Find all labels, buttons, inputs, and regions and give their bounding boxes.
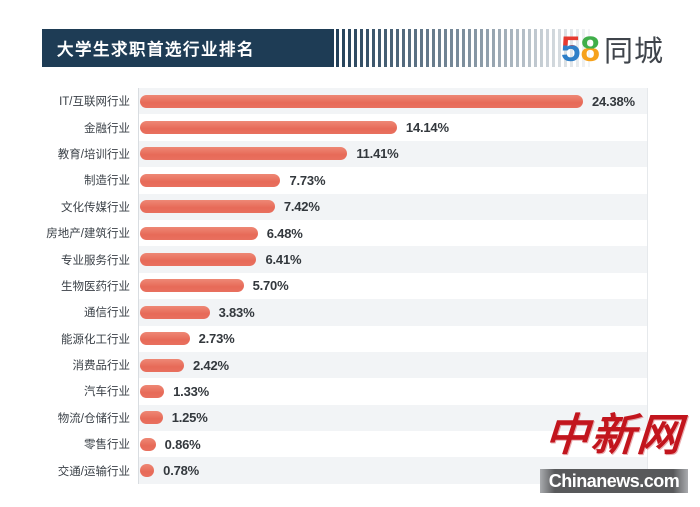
plot-area: 11.41% <box>138 140 648 168</box>
bar <box>140 305 210 319</box>
bar <box>140 200 275 214</box>
plot-area: 24.38% <box>138 88 648 115</box>
plot-area: 1.33% <box>138 378 648 405</box>
industry-bar-chart: IT/互联网行业 24.38% 金融行业 14.14% 教育/培训行业 11.41% 制造行… <box>42 88 648 484</box>
bar <box>140 226 258 240</box>
header-stripe-decoration <box>330 29 590 67</box>
bar <box>140 332 190 346</box>
bar <box>140 121 397 135</box>
bar <box>140 279 244 293</box>
category-label: 生物医药行业 <box>61 280 130 293</box>
plot-area: 7.73% <box>138 167 648 194</box>
watermark-chinanews-url: Chinanews.com <box>540 469 688 493</box>
value-label: 2.73% <box>198 331 235 347</box>
bar-row: 物流/仓储行业 1.25% <box>42 404 648 432</box>
bar <box>140 384 165 398</box>
plot-area: 5.70% <box>138 272 648 300</box>
category-label: 交通/运输行业 <box>57 465 130 478</box>
bar-row: 制造行业 7.73% <box>42 167 648 194</box>
plot-area: 6.48% <box>138 219 648 247</box>
bar <box>140 94 583 108</box>
value-label: 7.73% <box>289 172 326 188</box>
bar <box>140 437 156 451</box>
logo-brand-name: 同城 <box>603 36 664 68</box>
value-label: 11.41% <box>356 146 399 162</box>
plot-area: 3.83% <box>138 299 648 326</box>
bar <box>140 464 155 478</box>
value-label: 7.42% <box>283 199 320 215</box>
bar-row: IT/互联网行业 24.38% <box>42 88 648 115</box>
category-label: 专业服务行业 <box>61 254 130 267</box>
value-label: 3.83% <box>218 304 255 320</box>
logo-digit-5-icon: 5 <box>561 29 581 69</box>
category-label: 物流/仓储行业 <box>57 412 130 425</box>
value-label: 0.86% <box>164 436 201 452</box>
value-label: 5.70% <box>252 278 289 294</box>
bar-row: 文化传媒行业 7.42% <box>42 193 648 220</box>
bar-row: 教育/培训行业 11.41% <box>42 140 648 168</box>
header-title-panel: 大学生求职首选行业排名 <box>42 29 334 67</box>
value-label: 6.41% <box>265 252 302 268</box>
bar-row: 房地产/建筑行业 6.48% <box>42 219 648 247</box>
plot-area: 2.42% <box>138 351 648 379</box>
bar <box>140 411 163 425</box>
category-label: 汽车行业 <box>84 386 130 399</box>
bar-row: 消费品行业 2.42% <box>42 351 648 379</box>
category-label: 房地产/建筑行业 <box>46 228 130 241</box>
category-label: 文化传媒行业 <box>61 201 130 214</box>
bar-row: 通信行业 3.83% <box>42 299 648 326</box>
plot-area: 6.41% <box>138 246 648 273</box>
value-label: 1.25% <box>171 410 208 426</box>
logo-digit-8-icon: 8 <box>580 29 600 69</box>
value-label: 24.38% <box>591 93 635 109</box>
header-bar: 大学生求职首选行业排名 <box>42 29 590 67</box>
category-label: 金融行业 <box>84 122 130 135</box>
plot-area: 2.73% <box>138 325 648 352</box>
bar-row: 金融行业 14.14% <box>42 114 648 141</box>
category-label: IT/互联网行业 <box>59 96 130 109</box>
category-label: 制造行业 <box>84 175 130 188</box>
plot-area: 0.86% <box>138 431 648 458</box>
value-label: 0.78% <box>163 463 200 479</box>
value-label: 2.42% <box>192 357 229 373</box>
value-label: 6.48% <box>266 225 303 241</box>
plot-area: 14.14% <box>138 114 648 141</box>
bar <box>140 173 281 187</box>
category-label: 通信行业 <box>84 307 130 320</box>
watermark-chinanews-cn: 中新网 <box>543 410 685 461</box>
bar <box>140 358 184 372</box>
bar-row: 汽车行业 1.33% <box>42 378 648 405</box>
bar-row: 专业服务行业 6.41% <box>42 246 648 273</box>
category-label: 教育/培训行业 <box>57 148 130 161</box>
plot-area: 1.25% <box>138 404 648 432</box>
value-label: 1.33% <box>173 383 210 399</box>
category-label: 零售行业 <box>84 439 130 452</box>
bar-row: 生物医药行业 5.70% <box>42 272 648 300</box>
bar <box>140 253 257 267</box>
bar-row: 能源化工行业 2.73% <box>42 325 648 352</box>
bar-row: 零售行业 0.86% <box>42 431 648 458</box>
brand-logo-58tongcheng: 5 8 同城 <box>561 29 664 69</box>
category-label: 能源化工行业 <box>61 333 130 346</box>
category-label: 消费品行业 <box>72 360 131 373</box>
value-label: 14.14% <box>405 120 449 136</box>
page-title: 大学生求职首选行业排名 <box>57 41 255 59</box>
plot-area: 7.42% <box>138 193 648 220</box>
bar <box>140 147 348 161</box>
